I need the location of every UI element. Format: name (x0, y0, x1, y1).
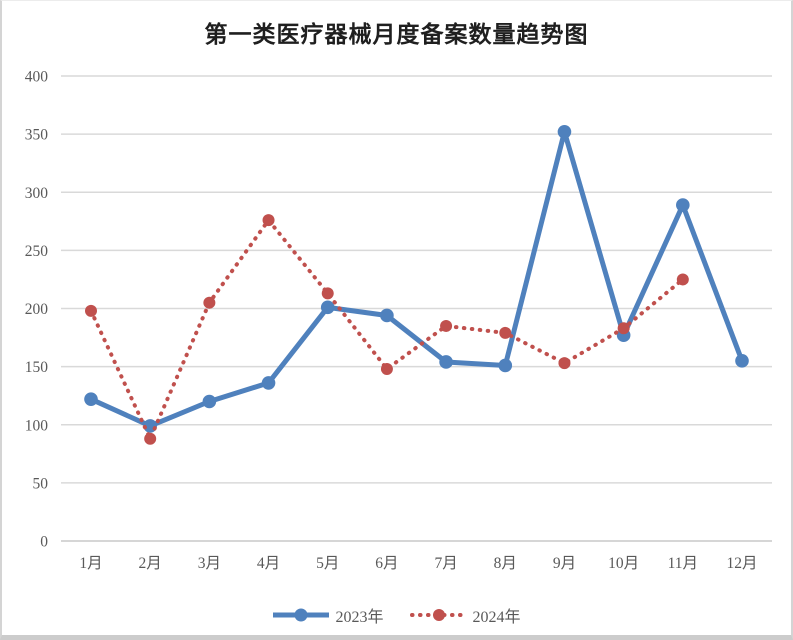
series-2023年-marker (439, 355, 453, 369)
legend-swatch-2023-line-icon (273, 608, 330, 622)
series-2023年-marker (202, 394, 217, 409)
x-axis-tick-label: 6月 (375, 555, 398, 572)
series-2023年-marker (84, 392, 98, 406)
legend-swatch-2024-dotted-icon (409, 609, 468, 621)
series-2023年-marker (498, 358, 513, 373)
x-axis-tick-label: 8月 (494, 555, 517, 572)
series-2024年-marker (440, 319, 453, 332)
series-2023年-marker (320, 300, 335, 315)
series-2023年-marker (676, 198, 690, 212)
chart-legend: 2023年 2024年 (2, 603, 791, 627)
series-2024年-marker (144, 432, 157, 445)
x-axis-tick-label: 7月 (434, 555, 457, 572)
series-2024年-marker (321, 287, 334, 300)
x-axis-tick-label: 3月 (198, 555, 221, 572)
y-axis-tick-label: 150 (25, 359, 49, 376)
x-axis-tick-label: 12月 (726, 555, 757, 572)
series-2023年-marker (380, 308, 394, 323)
series-2023年-marker (735, 354, 749, 368)
series-2024年-marker (499, 326, 512, 339)
x-axis-tick-label: 9月 (553, 555, 576, 572)
x-axis-tick-label: 2月 (139, 555, 162, 572)
legend-label-2023: 2023年 (335, 609, 384, 626)
y-axis-tick-label: 200 (25, 301, 49, 318)
y-axis-tick-label: 0 (40, 534, 48, 551)
legend-label-2024: 2024年 (472, 609, 521, 626)
series-2024年-marker (558, 357, 571, 370)
legend-item-2024: 2024年 (409, 603, 521, 627)
x-axis-tick-label: 1月 (79, 555, 102, 572)
y-axis-tick-label: 400 (25, 69, 49, 86)
series-2024年-marker (203, 296, 216, 309)
series-2024年-line (89, 218, 685, 441)
x-axis-tick-label: 4月 (257, 555, 280, 572)
series-2024年-marker (380, 362, 393, 375)
trend-chart: 0 50 100 150 200 250 300 350 400 1月 2月 3月 4月 5月 6月 7月 8月… (25, 69, 772, 572)
series-2023年-line (88, 129, 745, 429)
series-2024年-marker (262, 214, 275, 227)
series-2024年-marker (676, 273, 689, 286)
y-axis-tick-label: 350 (25, 127, 49, 144)
legend-item-2023: 2023年 (272, 603, 384, 627)
x-axis-tick-label: 5月 (316, 555, 339, 572)
y-axis-tick-label: 250 (25, 243, 49, 260)
chart-title: 第一类医疗器械月度备案数量趋势图 (204, 22, 589, 47)
series-2023年-marker (557, 125, 572, 139)
y-axis-tick-label: 100 (25, 417, 49, 434)
x-axis-tick-label: 10月 (608, 555, 639, 572)
x-axis-tick-label: 11月 (668, 555, 698, 572)
series-2024年-marker (617, 322, 630, 335)
series-2024年-marker (85, 304, 97, 317)
y-axis-tick-label: 300 (25, 185, 49, 202)
y-axis-tick-label: 50 (33, 475, 49, 492)
series-2023年-marker (261, 376, 276, 390)
